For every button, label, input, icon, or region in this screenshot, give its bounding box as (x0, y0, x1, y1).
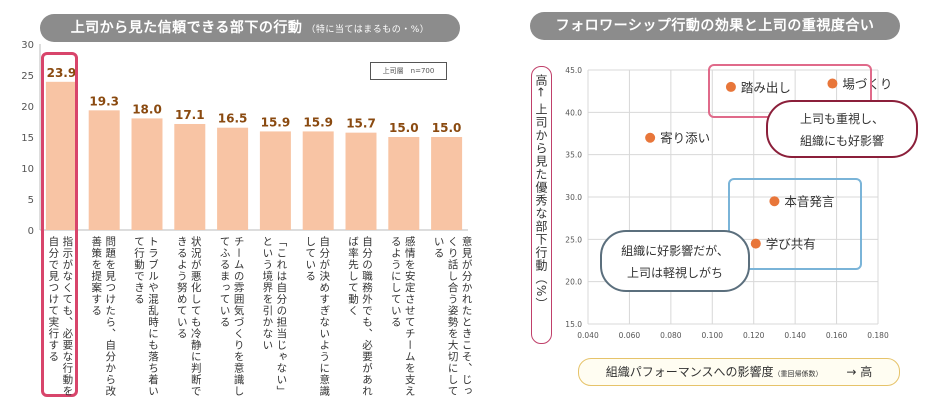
bar (174, 123, 206, 230)
x-tick-label: 0.160 (826, 331, 848, 340)
y-tick-label: 45.0 (565, 66, 582, 75)
category-label: 自分の職務外でも、必要があれば率先して動く (347, 236, 373, 397)
scatter-point (769, 196, 780, 207)
bar-chart: 0 5 10 15 20 25 30 23.9 19.3 18.0 17.1 16.5 15.9 15.9… (21, 40, 468, 237)
category-label: 状況が悪化しても冷静に判断できるよう努めている (175, 236, 202, 397)
y-axis-label: 高← 上司から見た優秀な部下行動（%） (534, 74, 548, 311)
y-tick-label: 10 (21, 164, 34, 175)
bar-value-label: 15.9 (303, 115, 333, 129)
x-tick-label: 0.080 (660, 331, 682, 340)
scatter-point (827, 78, 838, 89)
bar-chart-title-note: （特に当てはまるもの・%） (306, 25, 430, 35)
highlight-frame-first-bar (41, 52, 78, 397)
bar (88, 110, 120, 230)
y-tick-label: 20.0 (565, 278, 582, 287)
bar (217, 127, 249, 230)
x-tick-label: 0.120 (743, 331, 765, 340)
callout-top-line1: 上司も重視し、 (799, 112, 884, 126)
category-label: チームの雰囲気づくりを意識してふるまっている (218, 236, 245, 397)
bar (345, 132, 377, 230)
bar-value-label: 15.9 (261, 115, 291, 129)
y-tick-label: 25 (21, 71, 34, 82)
bar-chart-title-text: 上司から見た信頼できる部下の行動 (70, 20, 303, 36)
x-tick-label: 0.140 (784, 331, 806, 340)
bar-value-label: 15.0 (432, 121, 462, 135)
callout-top-line2: 組織にも好影響 (799, 134, 884, 148)
scatter-point-label: 踏み出し (741, 80, 791, 95)
x-tick-label: 0.180 (867, 331, 889, 340)
y-tick-label: 40.0 (565, 108, 582, 117)
y-tick-label: 15.0 (565, 320, 582, 329)
bar-value-label: 16.5 (218, 112, 248, 126)
bar-value-label: 18.0 (132, 102, 162, 116)
x-tick-label: 0.040 (577, 331, 599, 340)
category-label: 指示がなくても、必要な行動を自分で見つけて実行する (47, 236, 74, 397)
category-label: 自分が決めすぎないように意識している (304, 236, 331, 397)
scatter-point (725, 81, 736, 92)
scatter-point-label: 寄り添い (660, 131, 710, 146)
bar-chart-legend: 上司層 n=700 (370, 62, 447, 80)
y-tick-label: 35.0 (565, 151, 582, 160)
callout-bottom-line2: 上司は軽視しがち (626, 266, 723, 280)
scatter-point (645, 132, 656, 143)
bar (131, 118, 163, 230)
x-tick-label: 0.100 (702, 331, 724, 340)
x-axis-label: 組織パフォーマンスへの影響度 (605, 365, 774, 379)
x-axis-note: （重回帰係数） (773, 370, 823, 378)
category-label: 問題を見つけたら、自分から改善策を提案する (90, 236, 117, 397)
bar (388, 137, 420, 230)
callout-bottom-line1: 組織に好影響だが、 (621, 244, 729, 258)
y-tick-label: 30.0 (565, 193, 582, 202)
category-label: 感情を安定させてチームを支えるようにしている (389, 236, 416, 397)
bar (431, 137, 463, 230)
x-tick-label: 0.060 (619, 331, 641, 340)
y-tick-label: 15 (21, 133, 34, 144)
bar-value-label: 19.3 (89, 94, 119, 108)
bar-value-label: 17.1 (175, 108, 205, 122)
highlight-mid-right (728, 178, 862, 270)
category-label: 意見が分かれたときこそ、じっくり話し合う姿勢を大切にしている (432, 236, 473, 397)
scatter-point-label: 本音発言 (784, 194, 834, 209)
bar (259, 131, 291, 230)
bar-value-label: 15.0 (389, 121, 419, 135)
bar-value-label: 15.7 (346, 117, 376, 131)
scatter-chart-title: フォロワーシップ行動の効果と上司の重視度合い (530, 12, 900, 40)
bar (302, 131, 334, 230)
callout-valued-by-boss: 上司も重視し、 組織にも好影響 (766, 100, 918, 158)
x-axis-arrow: → 高 (846, 365, 873, 379)
bar-value-label: 23.9 (47, 66, 77, 80)
y-tick-label: 5 (28, 195, 34, 206)
y-tick-label: 0 (28, 226, 34, 237)
y-axis-label-frame (531, 66, 552, 344)
y-tick-label: 25.0 (565, 235, 582, 244)
x-axis-label-frame: 組織パフォーマンスへの影響度（重回帰係数） → 高 (578, 358, 900, 386)
scatter-point-label: 場づくり (842, 77, 892, 92)
category-label: 「これは自分の担当じゃない」という境界を引かない (261, 236, 288, 397)
callout-undervalued: 組織に好影響だが、 上司は軽視しがち (600, 230, 750, 292)
bar-chart-title: 上司から見た信頼できる部下の行動 （特に当てはまるもの・%） (40, 14, 460, 42)
y-tick-label: 30 (21, 40, 34, 51)
scatter-point-label: 学び共有 (766, 237, 816, 252)
bar (45, 81, 77, 230)
scatter-point (750, 238, 761, 249)
category-label: トラブルや混乱時にも落ち着いて行動できる (133, 236, 159, 397)
y-tick-label: 20 (21, 102, 34, 113)
